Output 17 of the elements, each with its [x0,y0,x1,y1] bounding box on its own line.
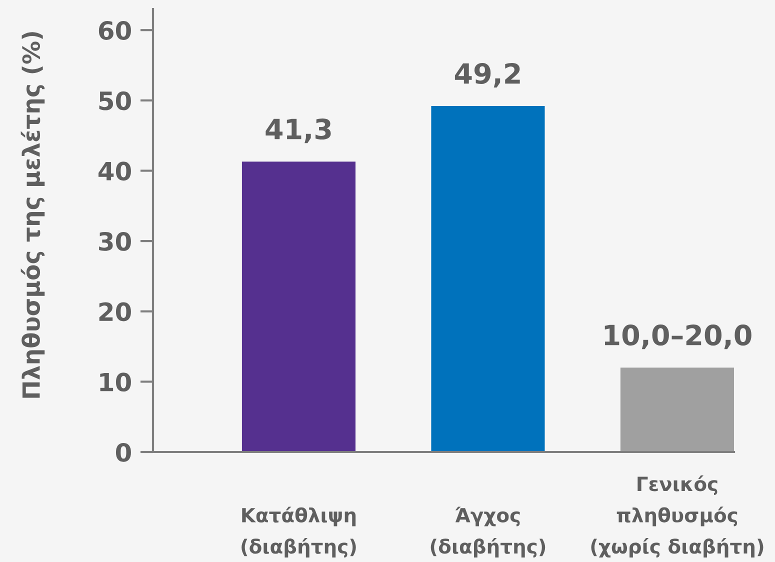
y-tick-label: 0 [116,442,131,462]
bar [620,368,734,452]
x-tick-label: Γενικός πληθυσμός (χωρίς διαβήτη) [591,475,764,558]
y-tick-label: 20 [99,302,131,322]
y-tick-label: 60 [98,21,131,40]
y-tick-label: 10 [100,372,131,392]
x-tick-label: Άγχος (διαβήτης) [430,506,546,558]
y-axis-title: Πληθυσμός της μελέτης (%) [20,32,45,398]
data-label: 49,2 [454,62,520,88]
bar [242,162,356,452]
y-tick-label: 30 [99,232,131,251]
data-label: 10,0–20,0 [604,324,752,350]
y-tick-label: 40 [98,162,131,181]
data-label: 41,3 [266,118,331,144]
bar [431,106,545,452]
y-tick-label: 50 [99,91,131,110]
x-tick-label: Κατάθλιψη (διαβήτης) [242,506,356,558]
